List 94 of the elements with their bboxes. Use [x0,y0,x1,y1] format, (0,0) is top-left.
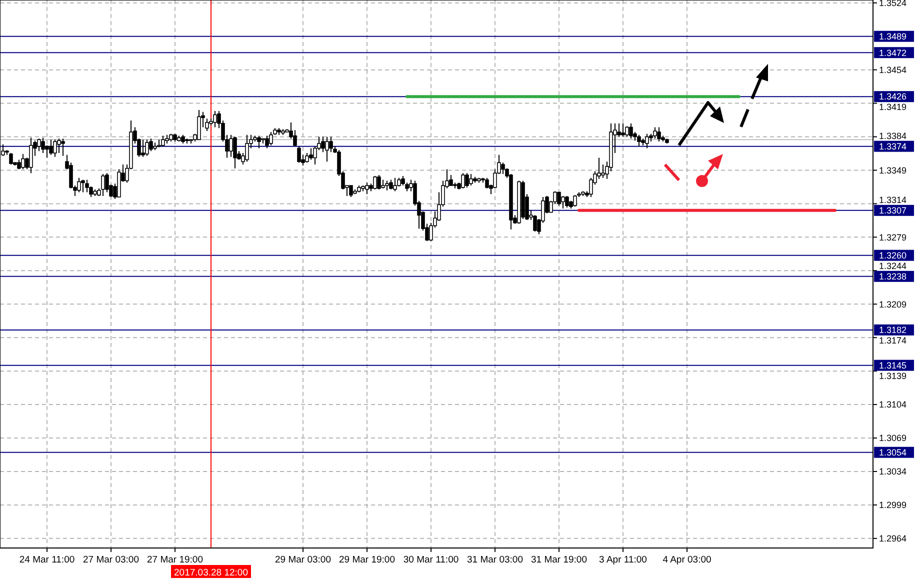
candlestick [9,152,13,165]
y-tick-label: 1.3034 [879,466,907,477]
y-tick-label: 1.3279 [879,232,907,242]
x-tick-label: 4 Apr 03:00 [662,554,712,566]
candlestick [105,172,109,193]
candlestick [197,109,201,140]
y-tick-label: 1.3349 [879,165,907,176]
candlestick [617,122,621,138]
candlestick [141,139,145,158]
candlestick [533,214,537,232]
candlestick [161,135,165,147]
candlestick [41,137,45,154]
candlestick [309,148,313,160]
candlestick [501,162,505,175]
candlestick [657,126,661,142]
candlestick [637,134,641,147]
y-tick-label: 1.3104 [879,400,907,410]
y-tick-label: 1.3314 [879,195,907,206]
candlestick [229,134,233,158]
candlestick [265,135,269,149]
candlestick [385,180,389,191]
y-tick-label: 1.3384 [879,130,907,141]
x-tick-label: 30 Mar 11:00 [403,554,459,566]
candlestick [145,139,149,156]
candlestick [297,146,301,164]
candlestick [377,174,381,190]
candlestick [325,136,329,162]
y-tick-label: 1.3069 [879,433,907,444]
x-tick-label: 31 Mar 03:00 [467,554,523,566]
candlestick [53,139,57,158]
candlestick [49,139,53,156]
candlestick [149,138,153,152]
x-tick-label: 27 Mar 03:00 [83,554,139,566]
candlestick [557,192,561,206]
candlestick [469,174,473,186]
candlestick [321,136,325,153]
y-tick-label: 1.3244 [879,261,907,272]
x-tick-label: 2017.03.28 12:00 [174,567,248,578]
ref-line-label: 1.3374 [879,141,907,152]
candlestick [349,185,353,198]
ref-line-label: 1.3054 [879,448,907,458]
candlestick [81,179,85,193]
candlestick [21,153,25,170]
x-tick-label: 3 Apr 11:00 [599,554,647,566]
candlestick [393,177,397,192]
x-tick-label: 27 Mar 19:00 [147,554,203,566]
y-tick-label: 1.3454 [879,64,907,75]
candlestick [625,126,629,138]
candlestick [245,134,249,162]
y-tick-label: 1.2999 [879,500,907,510]
y-tick-label: 1.3209 [879,299,907,310]
candlestick [257,135,261,149]
ref-line-label: 1.3182 [879,325,907,336]
candlestick [213,110,217,128]
x-tick-label: 24 Mar 11:00 [19,554,75,566]
candlestick [561,196,565,209]
ref-line-label: 1.3145 [879,360,907,370]
candlestick [101,174,105,197]
candlestick [269,131,273,146]
candlestick [621,122,625,138]
y-tick-label: 1.3524 [879,0,907,8]
candlestick [45,144,49,158]
y-tick-label: 1.3419 [879,102,907,112]
candlestick [573,194,577,208]
x-tick-label: 29 Mar 19:00 [339,554,395,566]
candlestick [85,179,89,193]
candlestick [365,182,369,195]
candlestick [37,138,41,152]
candlestick [29,137,33,174]
candlestick [653,126,657,140]
candlestick [61,138,65,156]
candlestick [465,172,469,188]
ref-line-label: 1.3489 [879,31,907,42]
ref-line-label: 1.3426 [879,92,907,102]
x-tick-label: 29 Mar 03:00 [275,554,331,566]
ref-line-label: 1.3238 [879,272,907,282]
candlestick [629,122,633,140]
candlestick [329,136,333,153]
ref-line-label: 1.3260 [879,250,907,260]
candlestick [565,196,569,208]
x-tick-label: 31 Mar 19:00 [531,554,587,566]
ref-line-label: 1.3307 [879,206,907,216]
candlestick [601,164,605,178]
candlestick [461,172,465,189]
candlestick [389,179,393,190]
y-tick-label: 1.3174 [879,336,907,346]
candlestick [645,133,649,149]
candlestick [77,177,81,193]
candlestick [233,136,237,169]
candlestick [57,138,61,154]
ref-line-label: 1.3472 [879,48,907,58]
y-tick-label: 1.2964 [879,534,907,544]
y-tick-label: 1.3139 [879,370,907,381]
candlestick [373,175,377,190]
